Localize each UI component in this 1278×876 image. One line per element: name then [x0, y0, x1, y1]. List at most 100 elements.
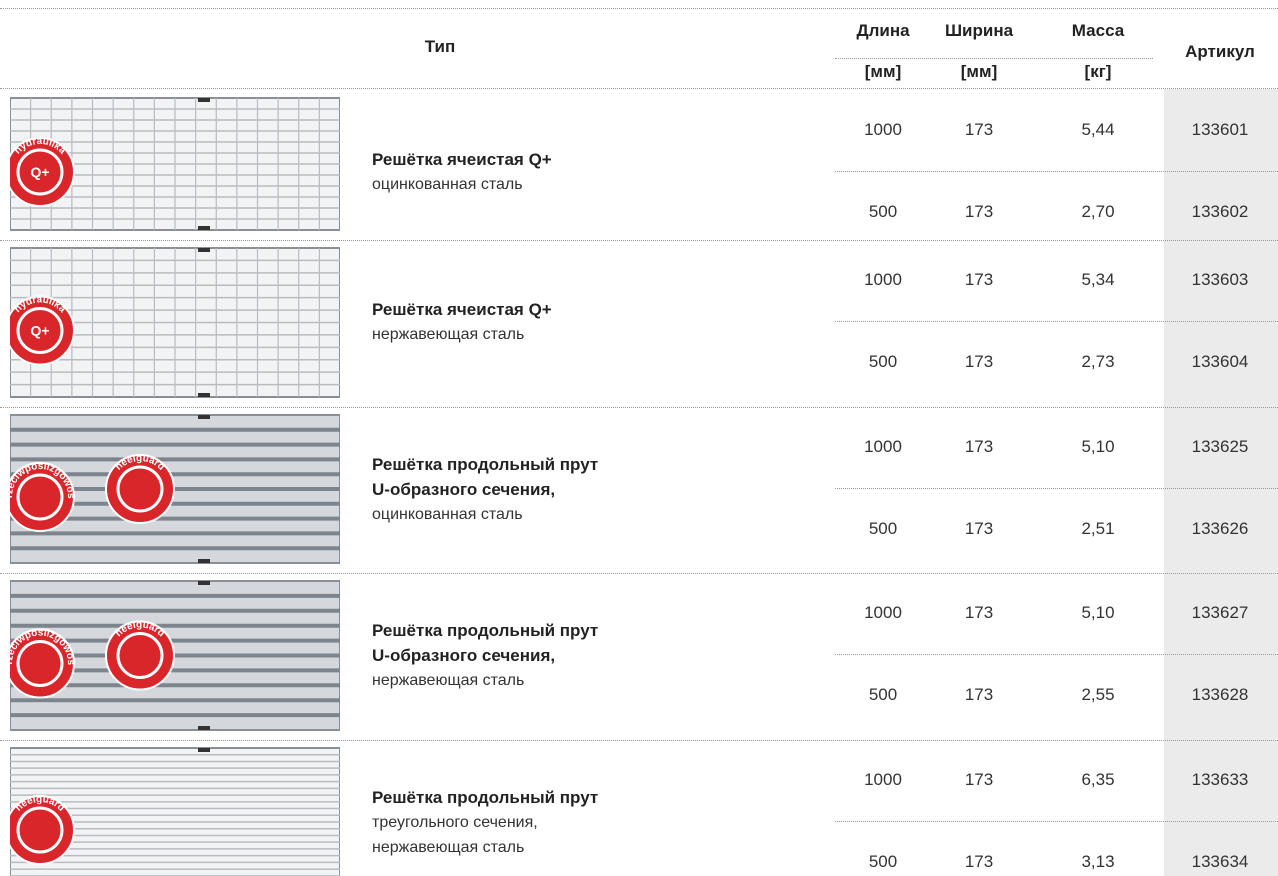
article-number: 133625 — [1191, 437, 1249, 456]
cell-value: 173 — [964, 352, 994, 371]
grating-image: przeciwpoślizgowośćheelguard — [10, 579, 340, 731]
badge-inner — [16, 806, 64, 854]
cell-value: 173 — [964, 270, 994, 289]
product-material: нержавеющая сталь — [372, 326, 525, 343]
cell-value: 500 — [868, 685, 898, 704]
cell-value: 2,55 — [1081, 685, 1115, 704]
product-name: Решётка продольный прут — [372, 787, 599, 807]
article-number: 133603 — [1191, 270, 1249, 289]
grating-clip — [198, 559, 210, 563]
product-material: нержавеющая сталь — [372, 838, 525, 856]
product-name: Решётка ячеистая Q+ — [372, 150, 552, 169]
product-material: нержавеющая сталь — [372, 671, 525, 689]
header-sub-rule — [835, 58, 1153, 59]
grating-clip — [198, 415, 210, 419]
grating-image: przeciwpoślizgowośćheelguard — [10, 413, 340, 564]
column-unit: [мм] — [864, 62, 902, 81]
cell-value: 1000 — [864, 770, 902, 789]
grating-clip — [198, 248, 210, 252]
product-description: Решётка ячеистая Q+ нержавеющая сталь — [372, 297, 812, 347]
cell-value: 500 — [868, 519, 898, 538]
badge-inner — [16, 640, 64, 687]
article-number: 133626 — [1191, 519, 1249, 538]
cell-value: 173 — [964, 685, 994, 704]
product-description: Решётка продольный прут треугольного сече… — [372, 785, 812, 860]
article-number: 133627 — [1191, 603, 1249, 622]
grating-clip — [198, 393, 210, 397]
grating-image: heelguard — [10, 747, 340, 876]
product-material: оцинкованная сталь — [372, 176, 523, 193]
badge-inner — [16, 473, 64, 521]
product-material: оцинкованная сталь — [372, 505, 523, 523]
cell-value: 1000 — [864, 437, 902, 456]
variant-rule — [835, 654, 1278, 655]
cell-value: 500 — [868, 852, 898, 871]
column-header: Масса — [1071, 21, 1125, 40]
group-rule — [0, 573, 1278, 574]
column-header: Длина — [856, 21, 910, 40]
cell-value: 5,10 — [1081, 603, 1115, 622]
badge-symbol: Q+ — [30, 164, 49, 180]
article-number: 133633 — [1191, 770, 1249, 789]
product-description: Решётка продольный прут U-образного сечен… — [372, 618, 812, 693]
cell-value: 173 — [964, 120, 994, 139]
column-unit: [мм] — [960, 62, 998, 81]
group-rule — [0, 740, 1278, 741]
badge-inner — [116, 465, 164, 513]
badge-inner — [116, 632, 164, 679]
product-description: Решётка ячеистая Q+ оцинкованная сталь — [372, 147, 812, 197]
cell-value: 500 — [868, 202, 898, 221]
grating-clip — [198, 581, 210, 585]
header-rule — [0, 88, 1278, 89]
cell-value: 6,35 — [1081, 770, 1115, 789]
group-rule — [0, 407, 1278, 408]
badge-label: heelguard — [113, 619, 166, 639]
badge-text: heelguard — [113, 453, 166, 473]
article-number: 133634 — [1191, 852, 1249, 871]
grating-clip — [198, 726, 210, 730]
cell-value: 3,13 — [1081, 852, 1115, 871]
variant-rule — [835, 171, 1278, 172]
product-description: Решётка продольный прут U-образного сечен… — [372, 452, 812, 527]
group-rule — [0, 240, 1278, 241]
badge-label: heelguard — [113, 453, 166, 473]
cell-value: 173 — [964, 603, 994, 622]
product-name: U-образного сечения, — [372, 645, 556, 665]
cell-value: 5,10 — [1081, 437, 1115, 456]
cell-value: 5,44 — [1081, 120, 1115, 139]
article-column-bg — [1164, 89, 1278, 876]
badge-inner — [16, 148, 64, 196]
product-name: U-образного сечения, — [372, 479, 556, 499]
column-unit: [кг] — [1084, 62, 1112, 81]
cell-value: 173 — [964, 852, 994, 871]
badge-inner — [16, 307, 64, 354]
product-name: Решётка продольный прут — [372, 620, 599, 640]
cell-value: 2,51 — [1081, 519, 1115, 538]
type-header: Тип — [424, 37, 456, 56]
product-name: Решётка ячеистая Q+ — [372, 300, 552, 319]
badge — [105, 620, 175, 691]
badge-label: heelguard — [13, 794, 66, 814]
top-rule — [0, 8, 1278, 9]
variant-rule — [835, 488, 1278, 489]
cell-value: 5,34 — [1081, 270, 1115, 289]
article-header: Артикул — [1185, 42, 1255, 61]
cell-value: 2,73 — [1081, 352, 1115, 371]
grating-clip — [198, 748, 210, 752]
badge-text: heelguard — [113, 619, 166, 639]
product-material: треугольного сечения, — [372, 813, 538, 831]
product-name: Решётка продольный прут — [372, 454, 599, 474]
grating-clip — [198, 98, 210, 102]
badge-symbol: Q+ — [30, 323, 49, 339]
cell-value: 173 — [964, 202, 994, 221]
cell-value: 2,70 — [1081, 202, 1115, 221]
article-number: 133602 — [1191, 202, 1249, 221]
cell-value: 173 — [964, 770, 994, 789]
cell-value: 1000 — [864, 270, 902, 289]
badge-text: heelguard — [13, 794, 66, 814]
article-number: 133601 — [1191, 120, 1249, 139]
cell-value: 1000 — [864, 603, 902, 622]
